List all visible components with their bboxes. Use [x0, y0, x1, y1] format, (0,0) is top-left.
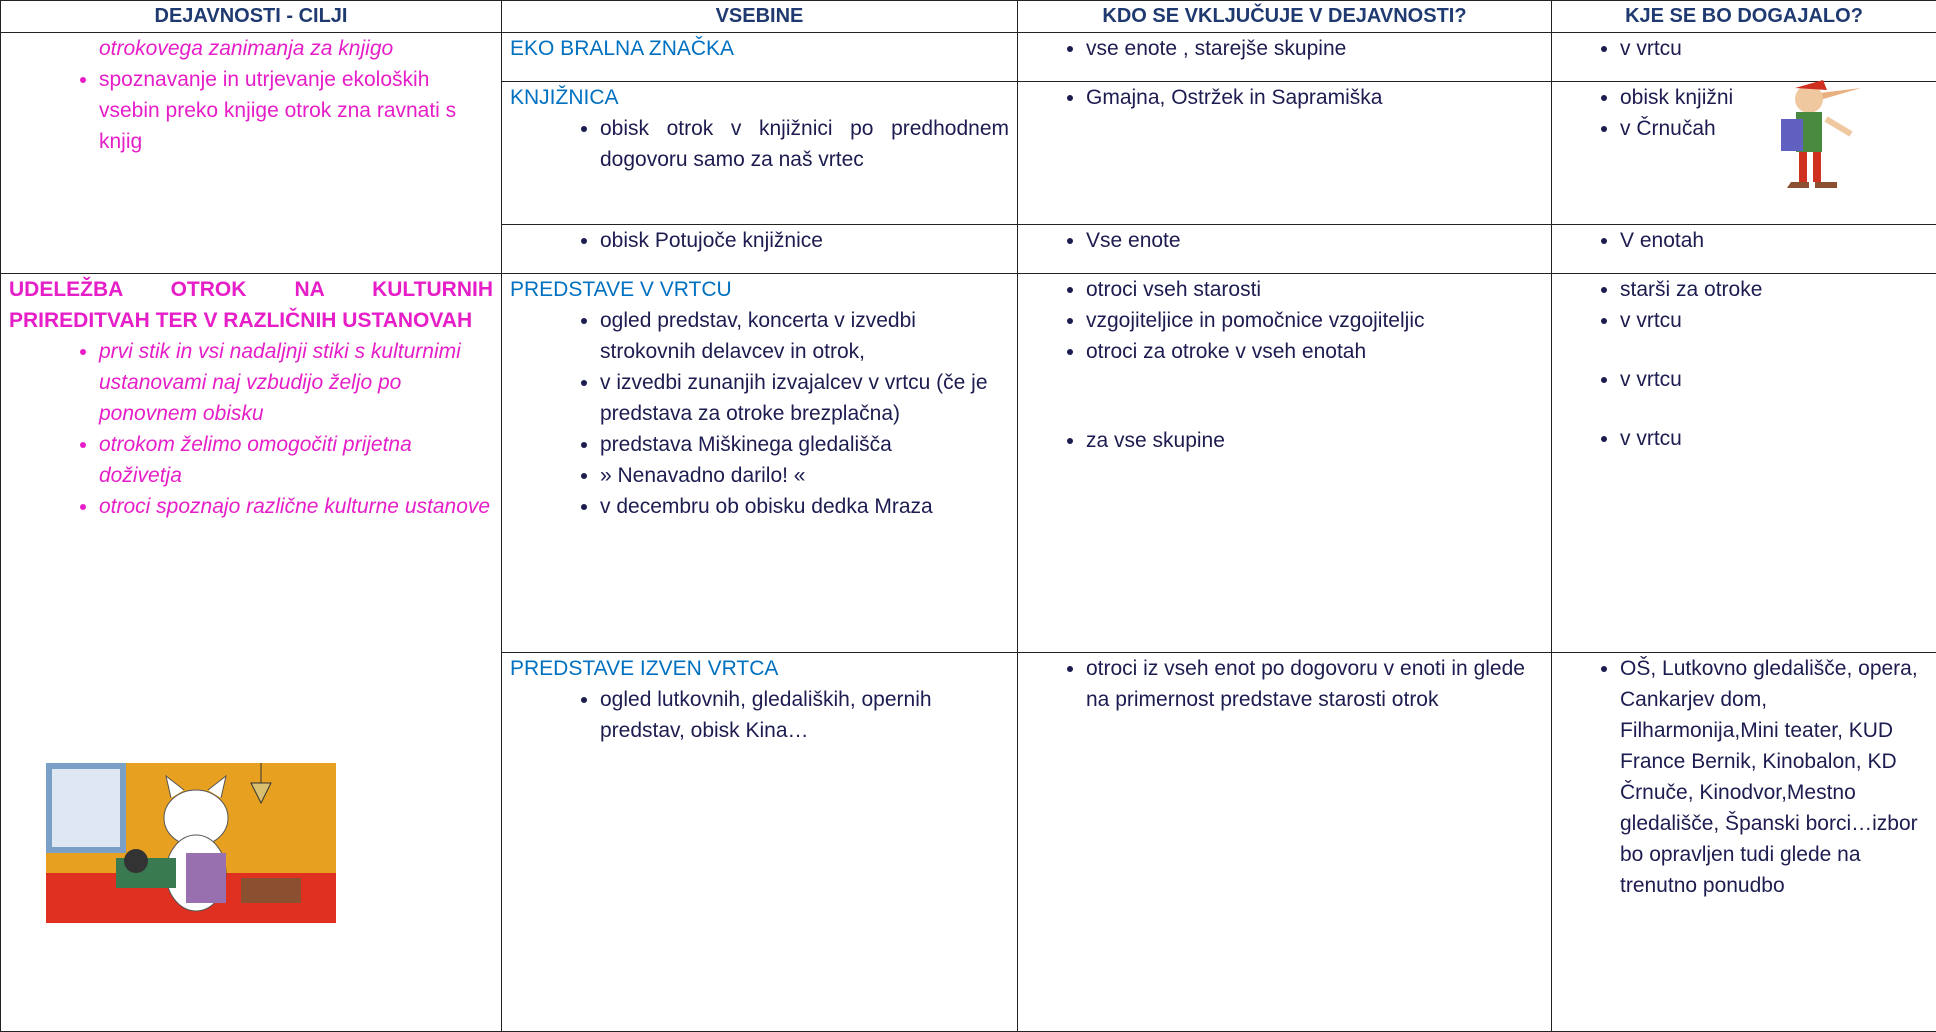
where-item: V enotah — [1620, 225, 1928, 256]
goal-item: prvi stik in vsi nadaljnji stiki s kultu… — [99, 336, 493, 429]
goal-cell: UDELEŽBA OTROK NA KULTURNIH PRIREDITVAH … — [0, 272, 502, 1032]
goal-title: UDELEŽBA OTROK NA KULTURNIH PRIREDITVAH … — [9, 277, 493, 332]
where-item: v vrtcu — [1620, 33, 1928, 64]
goal-continuation: otrokovega zanimanja za knjigo — [99, 37, 394, 60]
column-header: KJE SE BO DOGAJALO? — [1551, 0, 1936, 33]
who-item: otroci iz vseh enot po dogovoru v enoti … — [1086, 653, 1543, 715]
content-heading: PREDSTAVE V VRTCU — [510, 277, 732, 301]
where-item-list: V enotah — [1560, 225, 1928, 256]
goal-item: otroci spoznajo različne kulturne ustano… — [99, 491, 493, 522]
where-item: v Črnučah — [1620, 113, 1928, 144]
who-cell: Gmajna, Ostržek in Sapramiška — [1017, 80, 1552, 225]
where-item: v vrtcu — [1620, 364, 1928, 395]
content-item: predstava Miškinega gledališča — [600, 429, 1009, 460]
table-row: UDELEŽBA OTROK NA KULTURNIH PRIREDITVAH … — [0, 272, 1936, 1032]
where-cell: V enotah — [1551, 223, 1936, 274]
column-header: VSEBINE — [501, 0, 1018, 33]
content-item-list: obisk Potujoče knjižnice — [510, 225, 1009, 256]
where-item: starši za otroke — [1620, 274, 1928, 305]
content-heading: EKO BRALNA ZNAČKA — [510, 37, 735, 60]
who-cell: Vse enote — [1017, 223, 1552, 274]
table-row: KNJIŽNICA obisk otrok v knjižnici po pred… — [1, 79, 1936, 225]
who-item-list: vse enote , starejše skupine — [1026, 33, 1543, 64]
where-cell: v vrtcu — [1551, 32, 1936, 82]
goal-item: otrokom želimo omogočiti prijetna dožive… — [99, 429, 493, 491]
goal-item: spoznavanje in utrjevanje ekoloških vseb… — [99, 64, 493, 157]
content-item: ogled predstav, koncerta v izvedbi strok… — [600, 305, 1009, 367]
where-item-list: obisk knjižniv Črnučah — [1560, 82, 1928, 144]
where-item: v vrtcu — [1620, 305, 1928, 336]
content-item: v decembru ob obisku dedka Mraza — [600, 491, 1009, 522]
illustration — [1781, 79, 1861, 188]
content-item-list: obisk otrok v knjižnici po predhodnem do… — [510, 113, 1009, 175]
where-item-list: OŠ, Lutkovno gledališče, opera, Cankarje… — [1560, 653, 1928, 901]
table-row: PREDSTAVE IZVEN VRTCA ogled lutkovnih, gl… — [1, 651, 1936, 1032]
who-item-list: otroci vseh starostivzgojiteljice in pom… — [1026, 274, 1543, 456]
who-item-list: otroci iz vseh enot po dogovoru v enoti … — [1026, 653, 1543, 715]
content-cell: PREDSTAVE V VRTCU ogled predstav, koncert… — [501, 272, 1018, 653]
content-item: » Nenavadno darilo! « — [600, 460, 1009, 491]
goal-item-list: spoznavanje in utrjevanje ekoloških vseb… — [9, 64, 493, 157]
goal-item-list: prvi stik in vsi nadaljnji stiki s kultu… — [9, 336, 493, 522]
who-cell: otroci vseh starostivzgojiteljice in pom… — [1017, 272, 1552, 653]
goal-cell: otrokovega zanimanja za knjigo spoznavanj… — [0, 32, 502, 274]
where-item: v vrtcu — [1620, 423, 1928, 454]
illustration — [46, 763, 336, 923]
who-cell: otroci iz vseh enot po dogovoru v enoti … — [1017, 651, 1552, 1032]
table-row: obisk Potujoče knjižnice Vse enote V enota… — [1, 223, 1936, 274]
table-row: otrokovega zanimanja za knjigo spoznavanj… — [0, 32, 1936, 274]
where-item: OŠ, Lutkovno gledališče, opera, Cankarje… — [1620, 653, 1928, 901]
who-item: za vse skupine — [1086, 425, 1543, 456]
header-row: DEJAVNOSTI - CILJI VSEBINE KDO SE VKLJUČUJ… — [0, 0, 1936, 33]
content-heading: KNJIŽNICA — [510, 85, 619, 109]
content-cell: PREDSTAVE IZVEN VRTCA ogled lutkovnih, gl… — [501, 651, 1018, 1032]
content-item: obisk otrok v knjižnici po predhodnem do… — [600, 113, 1009, 175]
who-item: otroci vseh starosti — [1086, 274, 1543, 305]
content-item-list: ogled lutkovnih, gledaliških, opernih pr… — [510, 684, 1009, 746]
where-item-list: v vrtcu — [1560, 33, 1928, 64]
content-item: v izvedbi zunanjih izvajalcev v vrtcu (č… — [600, 367, 1009, 429]
content-heading: PREDSTAVE IZVEN VRTCA — [510, 656, 779, 680]
who-item-list: Vse enote — [1026, 225, 1543, 256]
content-cell: KNJIŽNICA obisk otrok v knjižnici po pred… — [501, 80, 1018, 225]
who-item: otroci za otroke v vseh enotah — [1086, 336, 1543, 367]
content-item-list: ogled predstav, koncerta v izvedbi strok… — [510, 305, 1009, 522]
content-cell: obisk Potujoče knjižnice — [501, 223, 1018, 274]
who-item: vse enote , starejše skupine — [1086, 33, 1543, 64]
where-cell: OŠ, Lutkovno gledališče, opera, Cankarje… — [1551, 651, 1936, 1032]
content-item: obisk Potujoče knjižnice — [600, 225, 1009, 256]
who-item-list: Gmajna, Ostržek in Sapramiška — [1026, 82, 1543, 113]
where-item: obisk knjižni — [1620, 82, 1928, 113]
table-body: otrokovega zanimanja za knjigo spoznavanj… — [0, 32, 1936, 1032]
column-header: DEJAVNOSTI - CILJI — [0, 0, 502, 33]
who-item: Vse enote — [1086, 225, 1543, 256]
who-item: vzgojiteljice in pomočnice vzgojiteljic — [1086, 305, 1543, 336]
where-cell: obisk knjižniv Črnučah — [1551, 79, 1936, 225]
content-item: ogled lutkovnih, gledaliških, opernih pr… — [600, 684, 1009, 746]
who-cell: vse enote , starejše skupine — [1017, 32, 1552, 82]
content-cell: EKO BRALNA ZNAČKA — [501, 32, 1018, 82]
who-item: Gmajna, Ostržek in Sapramiška — [1086, 82, 1543, 113]
column-header: KDO SE VKLJUČUJE V DEJAVNOSTI? — [1017, 0, 1552, 33]
